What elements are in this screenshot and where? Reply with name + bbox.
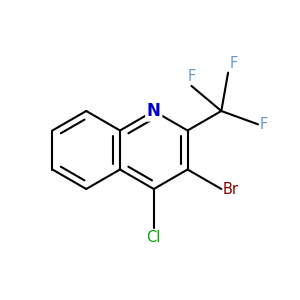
Text: Br: Br (223, 182, 239, 196)
Text: F: F (230, 56, 238, 71)
Text: Cl: Cl (147, 230, 161, 245)
Text: F: F (187, 69, 196, 84)
Text: F: F (260, 117, 268, 132)
Text: N: N (147, 102, 161, 120)
